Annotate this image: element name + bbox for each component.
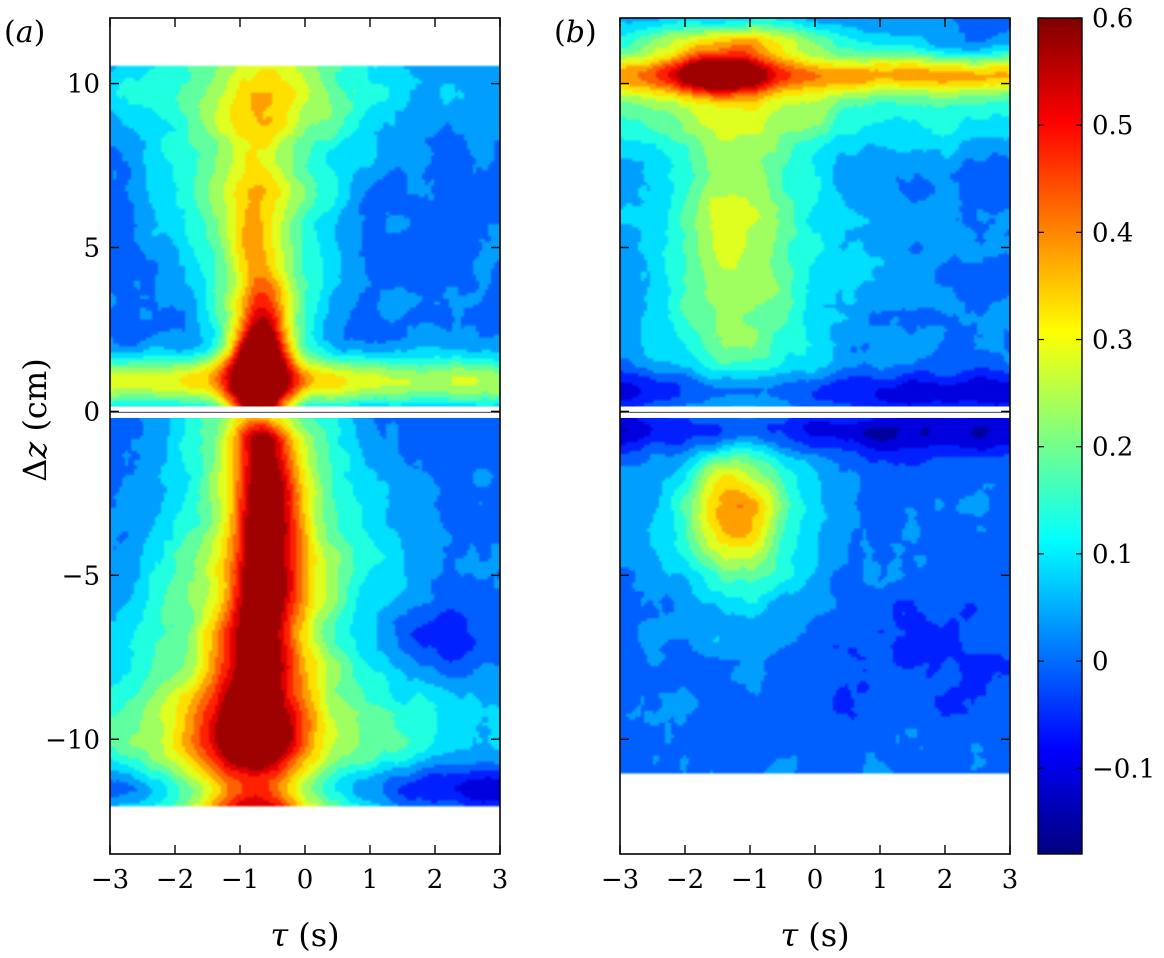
x-tick-label-b: 0: [807, 865, 824, 895]
y-tick-label-a: −5: [62, 561, 100, 591]
x-tick-label-a: 2: [427, 865, 444, 895]
x-tick-label-b: −2: [666, 865, 704, 895]
ticks-b: −3 −2 −1 0 1 2 3: [601, 18, 1018, 895]
x-tick-label-b: 3: [1002, 865, 1019, 895]
x-tick-label-a: 0: [297, 865, 314, 895]
x-tick-label-b: −1: [731, 865, 769, 895]
y-tick-label-a: 5: [83, 233, 100, 263]
colorbar-tick-label: 0.2: [1092, 433, 1133, 463]
colorbar-tick-label: 0.5: [1092, 111, 1133, 141]
x-tick-label-a: 3: [492, 865, 509, 895]
gap-b: [620, 406, 1010, 418]
colorbar-tick-label: 0.6: [1092, 4, 1133, 34]
y-tick-label-a: −10: [45, 725, 100, 755]
colorbar-tick-label: 0.3: [1092, 326, 1133, 356]
x-tick-label-a: −1: [221, 865, 259, 895]
x-tick-label-b: −3: [601, 865, 639, 895]
colorbar-tick-label: −0.1: [1092, 754, 1155, 784]
x-tick-label-b: 1: [872, 865, 889, 895]
panel-b: −3 −2 −1 0 1 2 3 (b) τ (s): [554, 15, 1018, 954]
heatmap-b: [620, 18, 1010, 854]
colorbar-ticks: 0.6 0.5 0.4 0.3 0.2 0.1 0 −0.1: [1038, 4, 1155, 784]
x-tick-label-a: −2: [156, 865, 194, 895]
colorbar-tick-label: 0.4: [1092, 218, 1133, 248]
colorbar-gradient: [1037, 17, 1083, 855]
heatmap-a: [110, 18, 500, 854]
x-tick-label-a: −3: [91, 865, 129, 895]
x-axis-label-b: τ (s): [780, 916, 849, 954]
colorbar-tick-label: 0: [1092, 647, 1109, 677]
x-tick-label-b: 2: [937, 865, 954, 895]
panel-label-b: (b): [554, 15, 597, 50]
y-tick-label-a: 0: [83, 397, 100, 427]
y-tick-label-a: 10: [67, 70, 100, 100]
x-tick-label-a: 1: [362, 865, 379, 895]
gap-a: [110, 406, 500, 418]
y-axis-label: Δz (cm): [16, 358, 54, 481]
colorbar-tick-label: 0.1: [1092, 540, 1133, 570]
panel-label-a: (a): [4, 15, 45, 50]
colorbar: 0.6 0.5 0.4 0.3 0.2 0.1 0 −0.1: [1037, 4, 1155, 855]
x-axis-label-a: τ (s): [270, 916, 339, 954]
